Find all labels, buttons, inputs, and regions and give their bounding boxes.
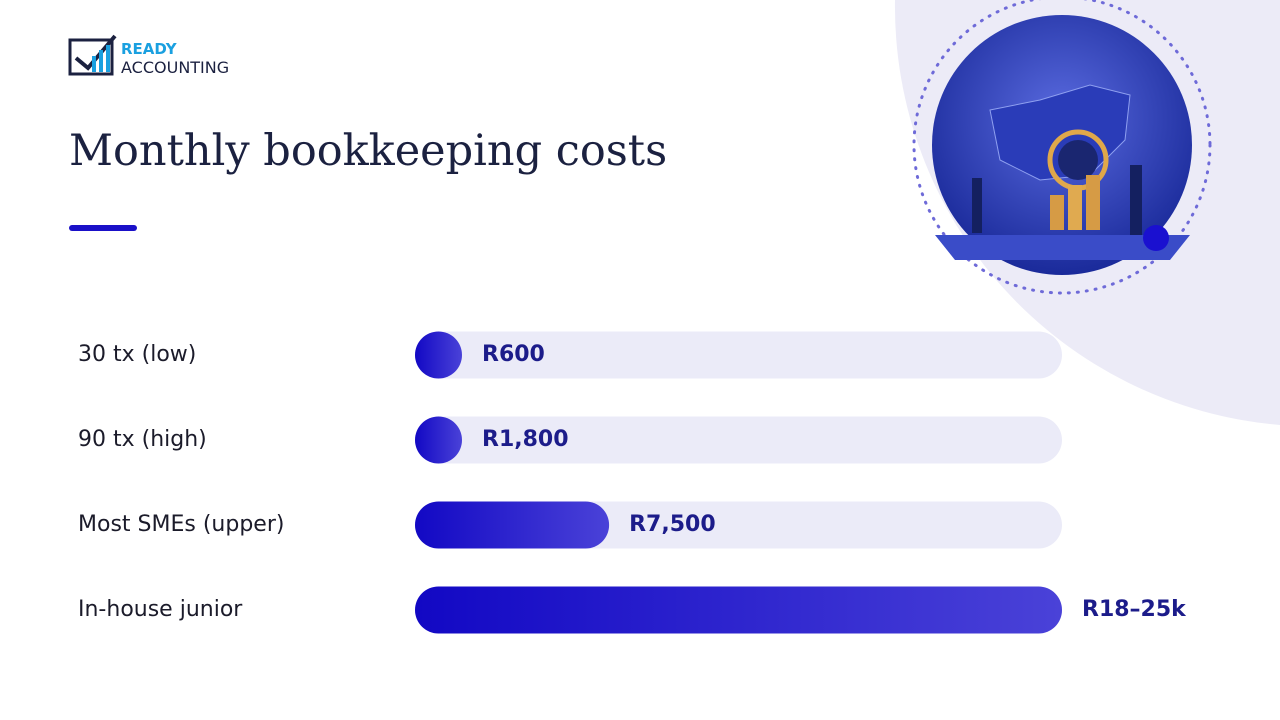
category-label: 90 tx (high) [78,427,207,452]
bar [415,586,1062,634]
category-label: 30 tx (low) [78,342,196,367]
value-label: R600 [482,342,545,367]
logo-icon [68,38,114,76]
logo-line1: READY [121,40,178,58]
chart-title: Monthly bookkeeping costs [69,126,667,176]
value-label: R18–25k [1082,597,1187,622]
bar [415,501,610,549]
bar [415,416,462,464]
logo-line2: ACCOUNTING [121,58,229,77]
illustration [932,15,1192,275]
logo-bar [106,45,110,72]
decor-ring [912,0,1212,295]
bar-track [415,416,1062,464]
logo-bar [99,50,103,72]
value-label: R1,800 [482,427,569,452]
value-label: R7,500 [629,512,716,537]
bar-track [415,331,1062,379]
category-label: Most SMEs (upper) [78,512,284,537]
category-label: In-house junior [78,597,243,622]
bar [415,331,462,379]
accent-line [69,225,137,231]
decor-dot [1143,225,1169,251]
logo: READY ACCOUNTING [68,34,229,77]
logo-bar [92,56,96,72]
